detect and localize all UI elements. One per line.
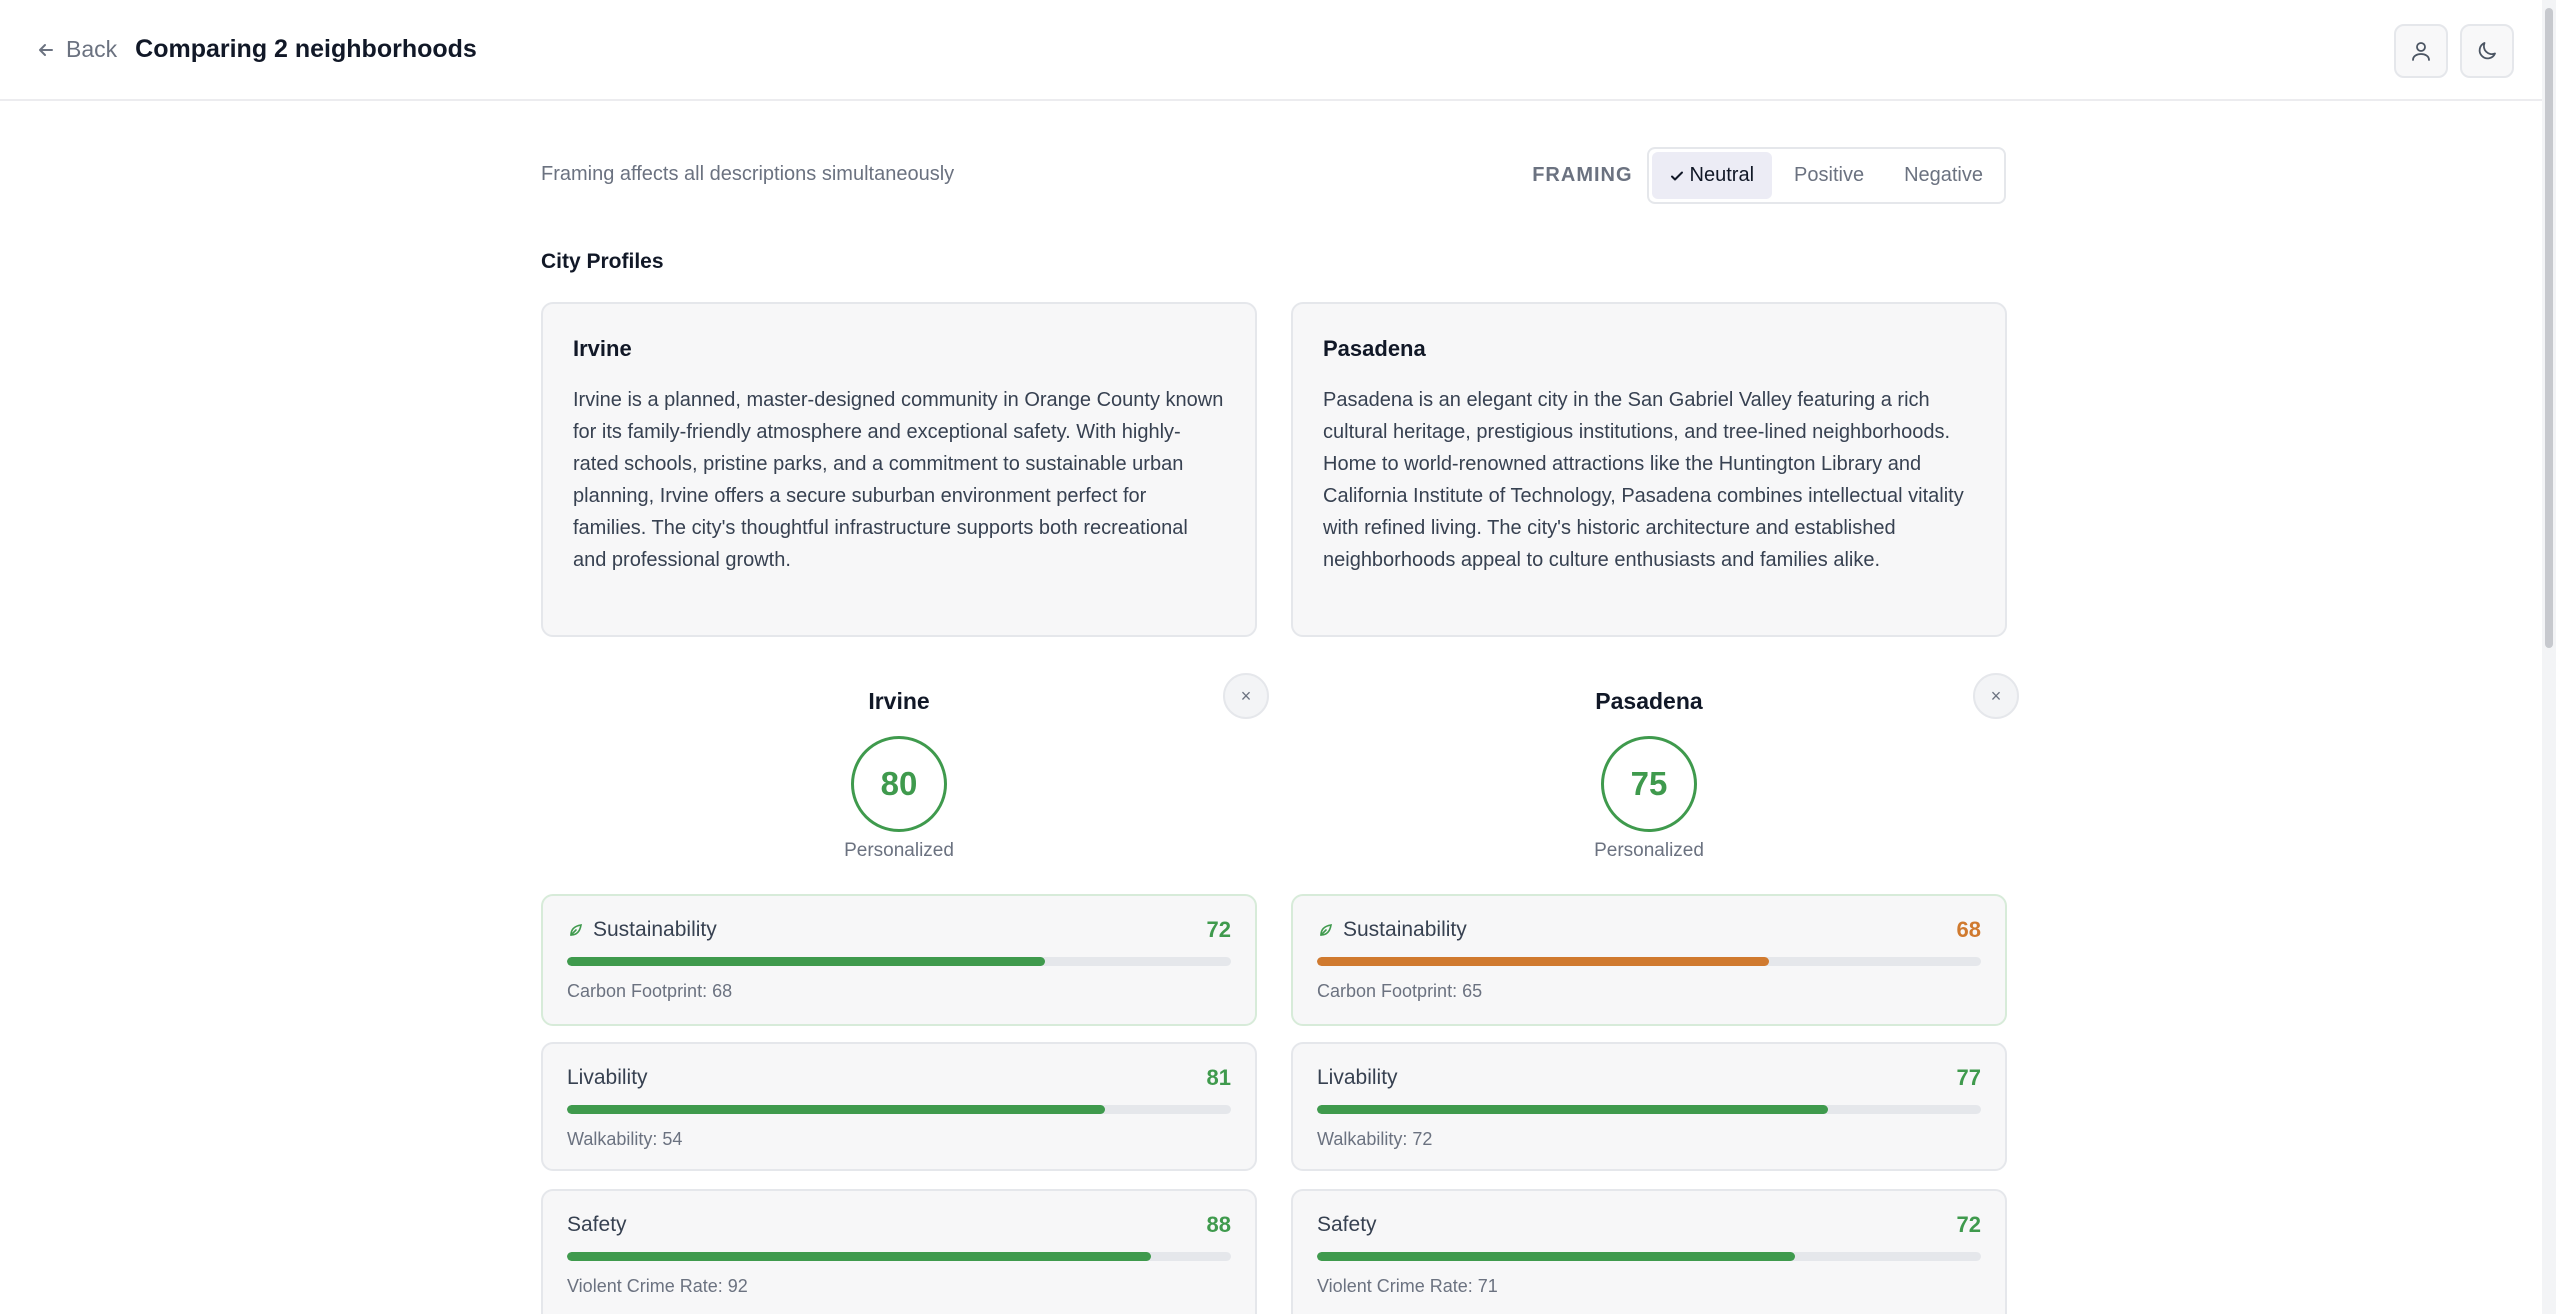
- profile-description: Irvine is a planned, master-designed com…: [573, 389, 1224, 571]
- city-profile-card: Irvine Irvine is a planned, master-desig…: [541, 302, 1257, 637]
- metric-value: 72: [1956, 1212, 1981, 1237]
- progress-fill: [1317, 1105, 1829, 1114]
- metric-card-livability: Livability 77 Walkability: 72: [1291, 1042, 2007, 1171]
- metric-value: 68: [1956, 917, 1981, 942]
- framing-option-positive[interactable]: Positive: [1776, 152, 1882, 199]
- metric-label-text: Sustainability: [1343, 918, 1467, 941]
- profile-city-name: Pasadena: [1323, 336, 1426, 361]
- metric-label: Livability: [567, 1066, 648, 1089]
- metric-card-livability: Livability 81 Walkability: 54: [541, 1042, 1257, 1171]
- city-profile-card: Pasadena Pasadena is an elegant city in …: [1291, 302, 2007, 637]
- progress-fill: [1317, 1252, 1796, 1261]
- back-button[interactable]: Back: [36, 36, 117, 63]
- metric-label: Sustainability: [567, 918, 1207, 942]
- framing-option-negative[interactable]: Negative: [1886, 152, 2001, 199]
- leaf-icon: [1320, 924, 1332, 936]
- framing-option-neutral[interactable]: Neutral: [1651, 152, 1773, 199]
- city-score-column: × Irvine 80 Personalized: [541, 670, 1269, 862]
- user-icon: [2412, 42, 2430, 61]
- progress-fill: [1317, 957, 1769, 966]
- framing-option-label: Negative: [1904, 164, 1983, 186]
- metric-card-safety: Safety 88 Violent Crime Rate: 92: [541, 1189, 1257, 1314]
- framing-control: FRAMING Neutral Positive Negative: [1532, 147, 2006, 204]
- metric-label: Sustainability: [1317, 918, 1957, 942]
- metric-detail: Violent Crime Rate: 71: [1317, 1276, 1498, 1296]
- progress-track: [567, 1105, 1231, 1114]
- progress-track: [1317, 1105, 1981, 1114]
- progress-fill: [567, 1252, 1152, 1261]
- metric-detail: Walkability: 54: [567, 1129, 683, 1149]
- page-title: Comparing 2 neighborhoods: [135, 35, 477, 63]
- metric-value: 77: [1956, 1065, 1981, 1090]
- profile-city-name: Irvine: [573, 336, 632, 361]
- city-name: Pasadena: [1595, 688, 1703, 714]
- metric-label: Livability: [1317, 1066, 1398, 1089]
- metric-value: 72: [1206, 917, 1231, 942]
- scrollbar-thumb[interactable]: [2545, 8, 2553, 648]
- section-title: City Profiles: [541, 250, 664, 273]
- metric-card-sustainability: Sustainability 72 Carbon Footprint: 68: [541, 894, 1257, 1026]
- remove-city-button[interactable]: ×: [1223, 673, 1269, 719]
- score-ring: 80: [851, 736, 947, 832]
- framing-hint: Framing affects all descriptions simulta…: [541, 163, 955, 185]
- metric-card-safety: Safety 72 Violent Crime Rate: 71: [1291, 1189, 2007, 1314]
- framing-label: FRAMING: [1532, 164, 1633, 186]
- theme-toggle-button[interactable]: [2460, 24, 2514, 78]
- score-ring: 75: [1601, 736, 1697, 832]
- metric-detail: Walkability: 72: [1317, 1129, 1433, 1149]
- framing-option-label: Positive: [1794, 164, 1865, 186]
- metric-detail: Carbon Footprint: 65: [1317, 981, 1483, 1001]
- progress-track: [1317, 1252, 1981, 1261]
- progress-track: [1317, 957, 1981, 966]
- profile-description: Pasadena is an elegant city in the San G…: [1323, 389, 1964, 571]
- framing-segmented: Neutral Positive Negative: [1646, 147, 2006, 204]
- city-score-column: × Pasadena 75 Personalized: [1291, 670, 2019, 862]
- metric-label: Safety: [567, 1213, 627, 1236]
- check-icon: [1670, 171, 1683, 180]
- moon-icon: [2478, 42, 2496, 60]
- metric-value: 88: [1206, 1212, 1231, 1237]
- score-caption: Personalized: [1594, 840, 1704, 861]
- page-scrollbar[interactable]: [2542, 0, 2556, 1314]
- score-caption: Personalized: [844, 840, 954, 861]
- arrow-left-icon: [39, 43, 53, 56]
- leaf-icon: [570, 924, 582, 936]
- metric-detail: Violent Crime Rate: 92: [567, 1276, 748, 1296]
- metric-detail: Carbon Footprint: 68: [567, 981, 733, 1001]
- progress-track: [567, 957, 1231, 966]
- remove-city-button[interactable]: ×: [1973, 673, 2019, 719]
- back-label: Back: [66, 36, 118, 62]
- city-name: Irvine: [868, 688, 930, 714]
- top-header: Back Comparing 2 neighborhoods: [0, 0, 2556, 101]
- progress-track: [567, 1252, 1231, 1261]
- progress-fill: [567, 957, 1046, 966]
- metric-card-sustainability: Sustainability 68 Carbon Footprint: 65: [1291, 894, 2007, 1026]
- header-actions: [2394, 24, 2514, 78]
- metric-label-text: Sustainability: [593, 918, 717, 941]
- profile-button[interactable]: [2394, 24, 2448, 78]
- metric-value: 81: [1206, 1065, 1231, 1090]
- metric-label: Safety: [1317, 1213, 1377, 1236]
- progress-fill: [567, 1105, 1105, 1114]
- framing-option-label: Neutral: [1689, 164, 1755, 186]
